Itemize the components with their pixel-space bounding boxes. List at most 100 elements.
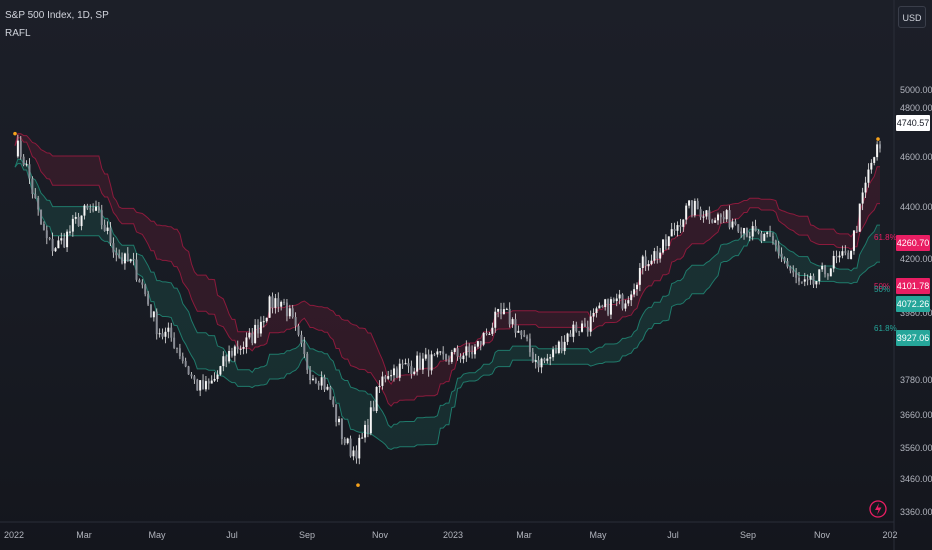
lower-band-bottom-line bbox=[14, 162, 880, 451]
time-tick-label: Mar bbox=[516, 530, 532, 540]
candle-body bbox=[80, 215, 83, 227]
candle-body bbox=[708, 210, 711, 220]
candle-body bbox=[714, 220, 717, 223]
candle-body bbox=[667, 236, 670, 246]
price-tick-label: 3980.00 bbox=[900, 308, 932, 318]
lower-band-fill bbox=[15, 159, 880, 450]
candle-body bbox=[106, 227, 109, 232]
candle-body bbox=[829, 268, 832, 277]
candle-body bbox=[445, 354, 448, 360]
candle-body bbox=[135, 259, 138, 280]
candle-body bbox=[812, 275, 815, 285]
candle-body bbox=[193, 376, 196, 380]
candle-body bbox=[592, 312, 595, 317]
candle-body bbox=[476, 341, 479, 347]
candle-body bbox=[737, 224, 740, 232]
candle-body bbox=[216, 374, 219, 379]
candle-body bbox=[716, 214, 719, 221]
candle-body bbox=[89, 208, 92, 210]
candle-body bbox=[138, 279, 141, 283]
candle-body bbox=[786, 261, 789, 267]
candle-body bbox=[233, 346, 236, 356]
candle-body bbox=[54, 248, 57, 252]
candle-body bbox=[575, 324, 578, 332]
candle-body bbox=[366, 424, 369, 434]
candle-body bbox=[103, 224, 106, 232]
candle-body bbox=[436, 351, 439, 355]
candle-body bbox=[572, 324, 575, 337]
candle-body bbox=[419, 355, 422, 370]
price-tick-label: 5000.00 bbox=[900, 85, 932, 95]
candle-body bbox=[554, 349, 557, 354]
candle-body bbox=[485, 332, 488, 335]
candle-body bbox=[248, 332, 251, 338]
candle-body bbox=[861, 192, 864, 204]
price-tick-label: 4600.00 bbox=[900, 152, 932, 162]
candle-body bbox=[824, 265, 827, 275]
candle-body bbox=[346, 438, 349, 444]
candle-body bbox=[176, 347, 179, 349]
candle-body bbox=[818, 269, 821, 282]
candle-body bbox=[832, 255, 835, 269]
candle-body bbox=[311, 378, 314, 381]
candle-body bbox=[372, 407, 375, 412]
candle-body bbox=[526, 336, 529, 339]
candle-body bbox=[285, 302, 288, 317]
candle-body bbox=[699, 209, 702, 218]
candle-body bbox=[190, 374, 193, 377]
candle-body bbox=[338, 418, 341, 423]
candle-body bbox=[213, 378, 216, 381]
candle-body bbox=[505, 308, 508, 310]
candle-body bbox=[413, 371, 416, 375]
candle-body bbox=[792, 270, 795, 273]
candle-body bbox=[395, 368, 398, 378]
tradingview-logo-icon[interactable] bbox=[869, 500, 887, 518]
last-price-badge: 4740.57 bbox=[896, 115, 930, 131]
candle-body bbox=[31, 178, 34, 194]
candle-body bbox=[112, 243, 115, 253]
candle-body bbox=[152, 311, 155, 318]
candle-body bbox=[74, 216, 77, 219]
candle-body bbox=[500, 308, 503, 315]
candle-body bbox=[528, 338, 531, 353]
candle-body bbox=[633, 289, 636, 295]
candle-body bbox=[109, 227, 112, 244]
candle-body bbox=[28, 164, 31, 179]
candle-body bbox=[115, 252, 118, 256]
candle-body bbox=[228, 350, 231, 362]
candle-body bbox=[173, 337, 176, 348]
price-tick-label: 3460.00 bbox=[900, 474, 932, 484]
candle-body bbox=[181, 356, 184, 362]
candle-body bbox=[621, 294, 624, 309]
upper-band-top-line bbox=[14, 133, 880, 386]
currency-button[interactable]: USD bbox=[898, 6, 926, 28]
time-axis[interactable]: 2022 Mar May Jul Sep Nov 2023 Mar May Jul Sep Nov 20… bbox=[4, 530, 898, 540]
price-axis[interactable]: 5000.00 4800.00 4600.00 4400.00 4200.00 3980.… bbox=[900, 85, 932, 517]
candle-body bbox=[777, 245, 780, 254]
candle-body bbox=[537, 360, 540, 368]
candle-body bbox=[164, 331, 167, 337]
candle-body bbox=[523, 335, 526, 337]
candle-body bbox=[546, 358, 549, 361]
candle-body bbox=[66, 231, 69, 248]
candle-body bbox=[844, 251, 847, 253]
candle-body bbox=[40, 209, 43, 225]
candle-body bbox=[16, 140, 19, 157]
fib-labels: 61.8%50%50%61.8% bbox=[874, 233, 897, 333]
candle-body bbox=[442, 351, 445, 355]
candle-body bbox=[520, 330, 523, 336]
indicator-label[interactable]: RAFL bbox=[5, 28, 31, 39]
candle-body bbox=[589, 316, 592, 332]
candle-body bbox=[95, 206, 98, 211]
candle-body bbox=[430, 354, 433, 371]
candle-body bbox=[566, 333, 569, 342]
candle-body bbox=[352, 450, 355, 457]
candle-body bbox=[731, 221, 734, 228]
candle-body bbox=[502, 309, 505, 315]
candle-body bbox=[676, 225, 679, 231]
candle-body bbox=[751, 226, 754, 237]
candle-body bbox=[390, 375, 393, 377]
candle-body bbox=[196, 379, 199, 391]
candle-body bbox=[271, 296, 274, 308]
